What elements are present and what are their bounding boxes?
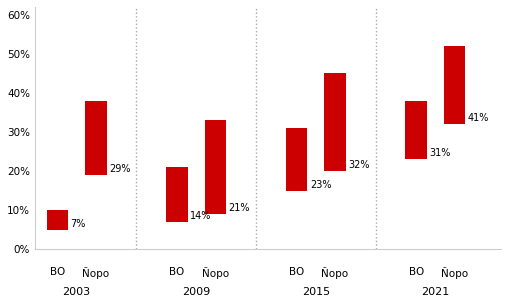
Text: Ñopo: Ñopo — [441, 267, 468, 279]
Text: 7%: 7% — [71, 219, 86, 229]
Text: 14%: 14% — [190, 211, 212, 221]
Text: 32%: 32% — [348, 160, 369, 170]
Bar — [405, 101, 427, 159]
Text: 31%: 31% — [429, 148, 451, 158]
Text: 2003: 2003 — [62, 287, 91, 297]
Text: BO: BO — [50, 267, 65, 277]
Bar — [443, 46, 465, 124]
Text: 2009: 2009 — [182, 287, 210, 297]
Bar — [324, 73, 345, 171]
Text: BO: BO — [289, 267, 304, 277]
Bar — [205, 120, 226, 214]
Text: BO: BO — [408, 267, 424, 277]
Text: 2015: 2015 — [302, 287, 330, 297]
Bar — [286, 128, 307, 191]
Text: Ñopo: Ñopo — [322, 267, 348, 279]
Text: Ñopo: Ñopo — [82, 267, 109, 279]
Text: 41%: 41% — [467, 113, 489, 123]
Text: 21%: 21% — [229, 203, 250, 213]
Text: 23%: 23% — [310, 180, 331, 190]
Bar — [47, 210, 68, 230]
Text: 29%: 29% — [109, 164, 131, 174]
Bar — [85, 101, 107, 175]
Text: 2021: 2021 — [421, 287, 450, 297]
Text: Ñopo: Ñopo — [202, 267, 229, 279]
Bar — [166, 167, 188, 222]
Text: BO: BO — [170, 267, 185, 277]
